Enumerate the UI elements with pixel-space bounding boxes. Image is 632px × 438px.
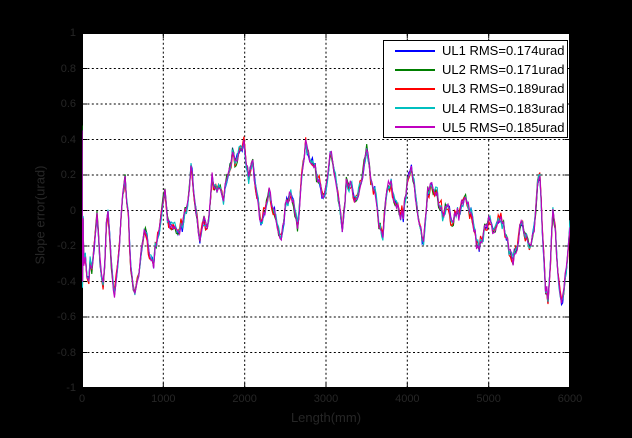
x-tick-label: 2000 [232,393,257,405]
y-tick-label: -0.4 [57,275,76,288]
legend-label: UL3 RMS=0.189urad [442,81,565,97]
tick-marks [82,33,570,388]
legend-line-sample [395,49,435,52]
x-tick-label: 4000 [395,393,420,405]
x-tick-label: 0 [78,393,86,405]
x-tick-label: 1000 [151,393,176,405]
series-UL5 [82,130,570,304]
legend-item: UL1 RMS=0.174urad [384,42,567,60]
legend-item: UL4 RMS=0.183urad [384,99,567,117]
legend-label: UL1 RMS=0.174urad [442,43,565,59]
legend-label: UL5 RMS=0.185urad [442,119,565,135]
y-tick-label: 0.6 [60,98,76,110]
y-tick-label: 0.8 [60,62,76,75]
legend-label: UL4 RMS=0.183urad [442,100,565,116]
y-tick-label: 0.4 [60,133,76,146]
y-tick-label: 0.2 [60,169,76,181]
x-tick-label: 5000 [476,393,501,405]
legend-line-sample [395,68,435,71]
legend-line-sample [395,87,435,90]
y-tick-label: 1 [69,27,76,39]
y-tick-label: -0.6 [57,311,76,323]
series-lines [82,125,570,307]
legend: UL1 RMS=0.174urad UL2 RMS=0.171urad UL3 … [383,40,568,138]
legend-item: UL5 RMS=0.185urad [384,118,567,136]
legend-label: UL2 RMS=0.171urad [442,62,565,78]
y-tick-label: -0.8 [57,346,76,359]
legend-item: UL2 RMS=0.171urad [384,61,567,79]
x-tick-label: 6000 [557,393,583,405]
y-tick-label: 0 [69,204,76,217]
legend-line-sample [395,107,435,110]
y-axis-label: Slope error(urad) [32,165,48,265]
legend-line-sample [395,126,435,129]
grid-lines [83,34,569,387]
y-tick-label: -0.2 [57,240,76,252]
x-tick-label: 3000 [313,393,339,405]
legend-item: UL3 RMS=0.189urad [384,80,567,98]
x-axis-label: Length(mm) [290,410,362,425]
y-tick-label: -1 [66,382,76,394]
